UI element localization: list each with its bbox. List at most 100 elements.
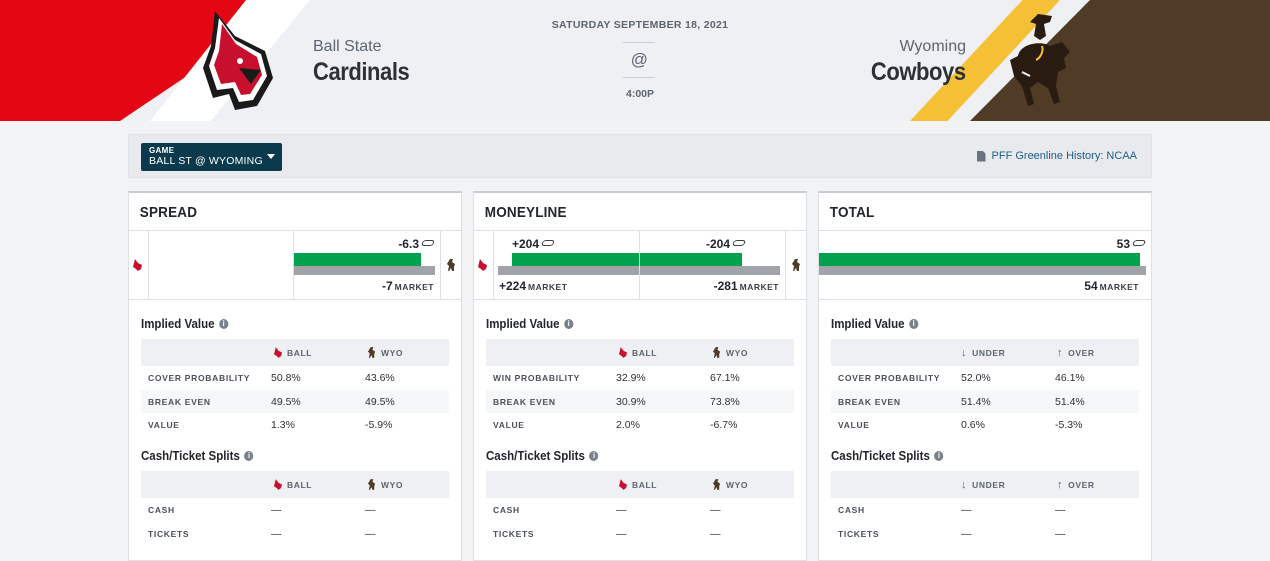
game-select-value: BALL ST @ WYOMING [149, 155, 263, 167]
spread-market-line: -7 MARKET [382, 279, 434, 293]
table-row: BREAK EVEN 51.4% 51.4% [831, 389, 1139, 413]
ball-state-mini-logo-icon [274, 347, 282, 358]
info-icon[interactable]: i [934, 451, 944, 461]
col-ball: BALL [274, 471, 312, 498]
total-market-value: 54 [1084, 279, 1098, 293]
spread-pff-line: -6.3 [398, 237, 436, 251]
table-row: TICKETS — — [831, 522, 1139, 546]
table-header: BALL WYO [486, 471, 794, 498]
cell-over: 46.1% [1055, 372, 1085, 384]
table-row: BREAK EVEN 49.5% 49.5% [141, 389, 449, 413]
away-ml-market-bar [640, 266, 780, 275]
away-ml-market-line: -281 MARKET [714, 279, 779, 293]
greenline-history-label: PFF Greenline History: NCAA [991, 150, 1137, 162]
ball-state-mini-logo-icon [478, 259, 487, 271]
cell-wyo: 73.8% [710, 395, 740, 408]
total-pff-line: 53 [1116, 237, 1147, 251]
moneyline-card: MONEYLINE +204 +224 MARKET -204 -281 MARKE… [473, 191, 807, 561]
info-icon[interactable]: i [244, 451, 254, 461]
col-ball: BALL [619, 471, 657, 498]
spread-market-bar [294, 266, 435, 275]
splits-label: Cash/Ticket Splits [831, 449, 930, 463]
col-under-label: UNDER [972, 479, 1006, 490]
away-team-name: Cowboys [871, 58, 966, 86]
document-icon [976, 150, 986, 162]
pff-icon [1131, 240, 1147, 246]
arrow-down-icon: ↓ [961, 478, 968, 491]
info-icon[interactable]: i [219, 319, 229, 329]
total-line-visual: 53 54 MARKET [819, 230, 1151, 300]
at-symbol: @ [623, 42, 655, 78]
implied-value-label: Implied Value [141, 317, 215, 331]
wyoming-mini-logo-icon [713, 347, 721, 358]
game-select-label: GAME [149, 146, 175, 155]
home-ml-market-bar [498, 266, 639, 275]
table-row: TICKETS — — [141, 522, 449, 546]
home-ml-pff-line: +204 [512, 237, 556, 251]
implied-value-label: Implied Value [831, 317, 905, 331]
spread-line-visual: -6.3 -7 MARKET [129, 230, 461, 300]
col-wyo-label: WYO [726, 479, 749, 490]
col-wyo: WYO [368, 339, 403, 366]
cell-wyo: 43.6% [365, 372, 395, 384]
cell-wyo: — [365, 504, 376, 516]
cell-ball: 1.3% [271, 419, 295, 431]
ball-state-cardinal-logo [203, 11, 273, 110]
table-row: WIN PROBABILITY 32.9% 67.1% [486, 366, 794, 390]
total-splits-table: ↓ UNDER ↑ OVER CASH — — TICKETS — — [831, 471, 1139, 545]
total-pff-value: 53 [1116, 237, 1130, 251]
spread-market-value: -7 [381, 279, 393, 293]
game-header: Ball State Cardinals Wyoming Cowboys SAT… [0, 0, 1270, 121]
col-over: ↑ OVER [1057, 339, 1095, 366]
table-row: COVER PROBABILITY 52.0% 46.1% [831, 366, 1139, 390]
col-ball-label: BALL [632, 347, 658, 358]
table-row: CASH — — [831, 498, 1139, 522]
cell-ball: 49.5% [271, 395, 301, 408]
greenline-history-link[interactable]: PFF Greenline History: NCAA [976, 150, 1137, 162]
spread-card: SPREAD -6.3 -7 MARKET Implied Value i BALL… [128, 191, 462, 561]
row-label: BREAK EVEN [148, 396, 211, 407]
table-row: CASH — — [141, 498, 449, 522]
table-header: BALL WYO [141, 339, 449, 366]
wyoming-mini-logo-icon [713, 479, 721, 490]
ball-state-mini-logo-icon [619, 479, 627, 490]
cell-under: 52.0% [961, 372, 991, 384]
table-header: BALL WYO [141, 471, 449, 498]
spread-splits-title: Cash/Ticket Splits i [141, 449, 254, 463]
cell-ball: 50.8% [271, 372, 301, 384]
cell-over: — [1055, 527, 1066, 540]
home-ml-market-line: +224 MARKET [499, 279, 567, 293]
col-ball: BALL [619, 339, 657, 366]
cell-over: -5.3% [1055, 419, 1083, 431]
col-under-label: UNDER [972, 347, 1006, 358]
table-row: COVER PROBABILITY 50.8% 43.6% [141, 366, 449, 390]
col-ball-label: BALL [287, 479, 313, 490]
cell-wyo: -5.9% [365, 419, 393, 431]
row-label: TICKETS [838, 528, 880, 539]
cell-wyo: -6.7% [710, 419, 738, 431]
cell-under: 51.4% [961, 395, 991, 408]
info-icon[interactable]: i [589, 451, 599, 461]
row-label: CASH [838, 505, 865, 515]
row-label: BREAK EVEN [838, 396, 901, 407]
col-ball-label: BALL [287, 347, 313, 358]
col-wyo: WYO [713, 339, 748, 366]
row-label: COVER PROBABILITY [148, 373, 251, 383]
home-team-school: Ball State [313, 38, 382, 55]
cell-over: — [1055, 504, 1066, 516]
game-select-dropdown[interactable]: GAME BALL ST @ WYOMING [141, 143, 282, 171]
info-icon[interactable]: i [564, 319, 574, 329]
caret-down-icon [267, 154, 275, 159]
col-over: ↑ OVER [1057, 471, 1095, 498]
arrow-down-icon: ↓ [961, 346, 968, 359]
row-label: CASH [148, 505, 175, 515]
table-header: ↓ UNDER ↑ OVER [831, 471, 1139, 498]
moneyline-splits-table: BALL WYO CASH — — TICKETS — — [486, 471, 794, 545]
moneyline-implied-table: BALL WYO WIN PROBABILITY 32.9% 67.1% BREAK… [486, 339, 794, 437]
market-tag: MARKET [1099, 282, 1139, 292]
moneyline-implied-title: Implied Value i [486, 317, 574, 331]
info-icon[interactable]: i [909, 319, 919, 329]
col-over-label: OVER [1068, 347, 1095, 358]
cell-wyo: — [710, 504, 721, 516]
total-implied-table: ↓ UNDER ↑ OVER COVER PROBABILITY 52.0% 46.1%… [831, 339, 1139, 437]
